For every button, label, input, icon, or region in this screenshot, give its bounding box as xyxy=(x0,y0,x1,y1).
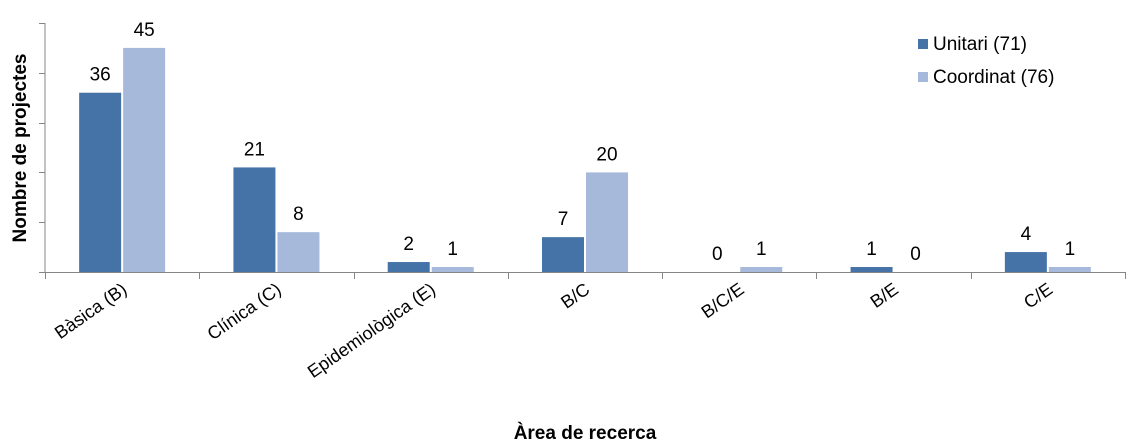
x-tick-label: B/E xyxy=(867,279,902,312)
axes xyxy=(39,23,1126,279)
bar xyxy=(277,232,320,272)
data-label: 2 xyxy=(403,234,414,255)
bar xyxy=(431,267,474,272)
bar xyxy=(740,267,783,272)
x-axis-title: Àrea de recerca xyxy=(514,422,657,444)
bar xyxy=(123,47,166,273)
x-tick-label: B/C xyxy=(557,279,593,313)
data-label: 1 xyxy=(447,239,458,260)
bar xyxy=(1048,267,1091,272)
data-label: 1 xyxy=(866,239,877,260)
x-tick-label: Bàsica (B) xyxy=(51,279,130,343)
legend-swatch xyxy=(918,72,928,82)
data-label: 1 xyxy=(1065,239,1076,260)
data-label: 4 xyxy=(1021,224,1032,245)
x-tick-label: Clínica (C) xyxy=(204,279,285,344)
bar xyxy=(850,267,893,272)
x-tick-label: B/C/E xyxy=(698,279,748,322)
x-tick-label: C/E xyxy=(1020,279,1056,313)
bars xyxy=(79,47,1091,273)
bar xyxy=(586,172,628,272)
bar xyxy=(233,167,276,272)
data-label: 36 xyxy=(90,65,111,86)
data-label: 7 xyxy=(558,209,569,230)
data-label: 20 xyxy=(596,144,617,165)
data-label: 0 xyxy=(910,244,921,265)
bar xyxy=(542,237,584,272)
legend-swatch xyxy=(918,39,928,49)
bar xyxy=(387,262,430,272)
data-label: 45 xyxy=(134,20,155,41)
data-label: 8 xyxy=(293,204,304,225)
bar xyxy=(1004,252,1047,272)
x-tick-labels: Bàsica (B) Clínica (C) Epidemiològica (E) B… xyxy=(51,279,1056,382)
bar xyxy=(79,92,122,272)
x-tick-label: Epidemiològica (E) xyxy=(304,279,439,382)
legend-label: Coordinat (76) xyxy=(933,67,1054,88)
legend-label: Unitari (71) xyxy=(933,34,1027,55)
data-label: 1 xyxy=(756,239,767,260)
y-axis-title: Nombre de projectes xyxy=(10,54,31,243)
legend: Unitari (71) Coordinat (76) xyxy=(918,34,1054,88)
data-label: 21 xyxy=(244,139,265,160)
data-label: 0 xyxy=(712,244,723,265)
